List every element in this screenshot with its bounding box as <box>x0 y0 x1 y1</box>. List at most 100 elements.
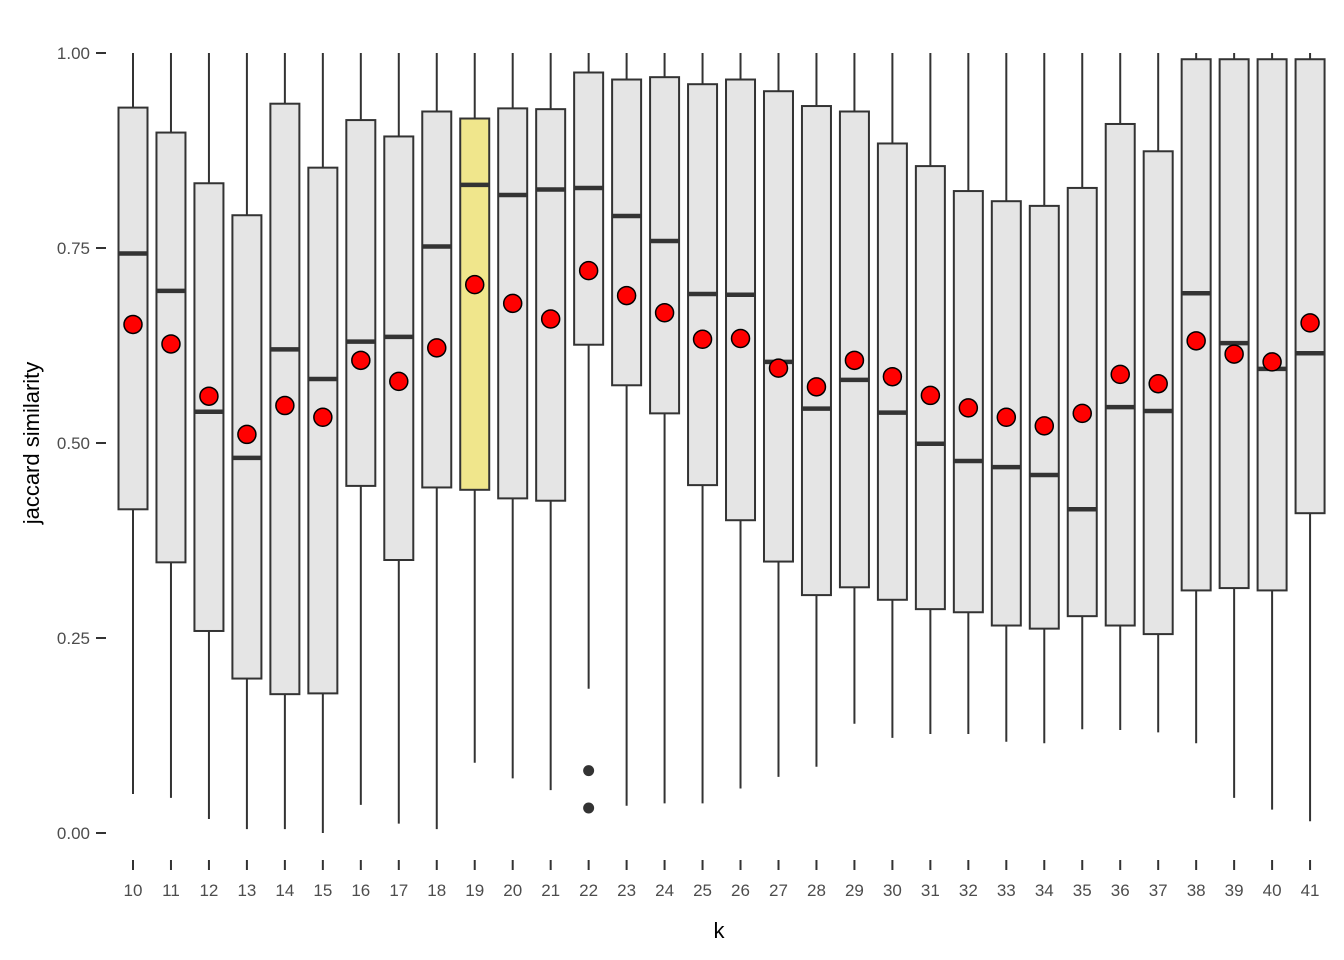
box-group-k30 <box>876 53 908 738</box>
box-group-k38 <box>1180 53 1212 744</box>
mean-point <box>730 328 751 349</box>
iqr-box <box>1066 186 1098 618</box>
mean-point <box>958 398 979 418</box>
mean-point <box>123 314 143 335</box>
iqr-box <box>838 110 870 589</box>
x-tick-label: 26 <box>731 881 750 900</box>
iqr-box <box>573 71 605 346</box>
mean-point <box>654 302 675 323</box>
iqr-box <box>459 117 491 491</box>
y-tick-label: 0.00 <box>57 824 90 843</box>
box-group-k13 <box>231 53 263 830</box>
box-group-k25 <box>687 53 719 804</box>
mean-point <box>502 293 523 314</box>
mean-point <box>920 385 941 406</box>
box-group-k34 <box>1028 53 1060 744</box>
box-group-k19 <box>459 53 491 763</box>
box-group-k24 <box>649 53 681 804</box>
mean-point <box>616 285 637 306</box>
iqr-box <box>1218 58 1250 590</box>
box-group-k35 <box>1066 53 1098 730</box>
iqr-box <box>649 76 681 415</box>
x-tick-label: 27 <box>769 881 788 900</box>
iqr-box <box>535 108 567 502</box>
x-tick-label: 11 <box>162 881 180 900</box>
x-tick-label: 36 <box>1111 881 1130 900</box>
box-group-k16 <box>345 53 377 805</box>
iqr-box <box>1028 204 1060 630</box>
x-tick-label: 33 <box>997 881 1016 900</box>
mean-point <box>1186 331 1206 351</box>
x-tick-label: 22 <box>579 881 598 900</box>
iqr-box <box>800 105 832 597</box>
outlier-point <box>583 765 595 777</box>
iqr-box <box>1180 58 1212 592</box>
x-tick-label: 20 <box>503 881 522 900</box>
mean-point <box>578 260 599 281</box>
x-tick-label: 31 <box>921 881 940 900</box>
iqr-box <box>193 182 225 632</box>
iqr-box <box>687 83 719 487</box>
mean-point <box>464 274 485 295</box>
box-group-k18 <box>421 53 453 830</box>
y-axis: 0.00 0.25 0.50 0.75 1.00 <box>57 44 106 843</box>
mean-point <box>882 366 903 387</box>
box-group-k12 <box>193 53 225 819</box>
iqr-box <box>914 165 946 611</box>
box-group-k37 <box>1142 53 1174 733</box>
x-tick-label: 13 <box>237 881 256 900</box>
mean-point <box>275 395 295 416</box>
mean-point <box>996 407 1017 428</box>
iqr-box <box>1256 58 1288 592</box>
x-tick-label: 40 <box>1263 881 1282 900</box>
x-tick-label: 17 <box>389 881 408 900</box>
x-tick-label: 10 <box>124 881 143 900</box>
x-tick-label: 15 <box>313 881 332 900</box>
box-group-k32 <box>952 53 984 734</box>
mean-point <box>1148 373 1168 394</box>
iqr-box <box>117 106 149 511</box>
mean-point <box>1262 352 1282 372</box>
x-tick-label: 24 <box>655 881 674 900</box>
x-tick-label: 25 <box>693 881 712 900</box>
mean-point <box>768 358 789 378</box>
y-axis-title: jaccard similarity <box>19 362 44 526</box>
x-tick-label: 12 <box>199 881 218 900</box>
y-tick-label: 0.50 <box>57 434 90 453</box>
y-tick-label: 0.25 <box>57 629 90 648</box>
mean-point <box>161 334 181 354</box>
mean-point <box>1300 313 1320 333</box>
box-group-k36 <box>1104 53 1136 731</box>
x-axis: 10 11 12 13 14 15 16 17 18 19 20 21 22 23 24 25 26 27 28 29… <box>124 860 1320 900</box>
box-group-k39 <box>1218 53 1250 798</box>
mean-point <box>1034 416 1055 436</box>
mean-point <box>1110 364 1130 385</box>
x-axis-title: k <box>714 918 726 943</box>
x-tick-label: 38 <box>1187 881 1206 900</box>
box-group-k10 <box>117 53 149 794</box>
y-tick-label: 1.00 <box>57 44 90 63</box>
outlier-point <box>583 802 595 814</box>
box-group-k11 <box>155 53 187 798</box>
mean-point <box>806 377 827 397</box>
x-tick-label: 37 <box>1149 881 1168 900</box>
mean-point <box>844 350 865 371</box>
box-group-k23 <box>611 53 643 806</box>
x-tick-label: 30 <box>883 881 902 900</box>
x-tick-label: 29 <box>845 881 864 900</box>
iqr-box <box>1294 58 1326 515</box>
mean-point <box>389 371 409 392</box>
box-group-k33 <box>990 53 1022 742</box>
iqr-box <box>611 78 643 387</box>
box-group-k15 <box>307 53 339 833</box>
x-tick-label: 23 <box>617 881 636 900</box>
mean-point <box>313 407 333 428</box>
box-group-k29 <box>838 53 870 724</box>
mean-point <box>427 338 447 358</box>
box-group-k21 <box>535 53 567 791</box>
x-tick-label: 39 <box>1225 881 1244 900</box>
box-group-k31 <box>914 53 946 734</box>
mean-point <box>540 309 561 329</box>
box-group-k20 <box>497 53 529 779</box>
